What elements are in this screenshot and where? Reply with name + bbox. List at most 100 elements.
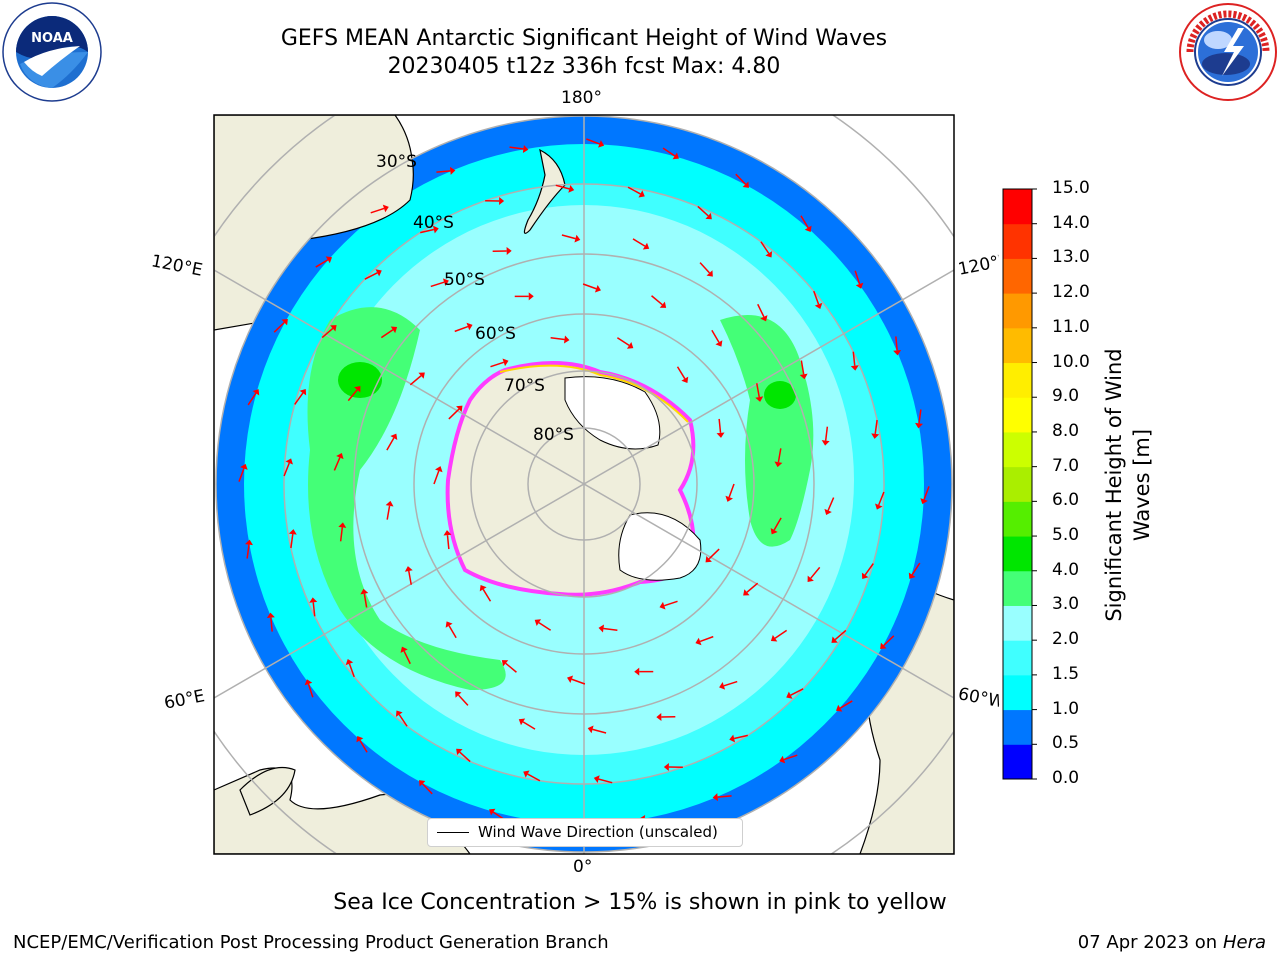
wind-arrow-shaft [810, 566, 821, 579]
wind-arrow-shaft [852, 351, 856, 366]
wind-arrow-head [831, 636, 838, 643]
footer-date: 07 Apr 2023 on Hera [1078, 932, 1266, 953]
lat-label-60s: 60°S [475, 324, 516, 344]
wind-arrow-shaft [746, 582, 759, 593]
wind-arrow-shaft [457, 694, 469, 706]
colorbar-segment [1003, 362, 1032, 398]
wind-arrow-shaft [864, 563, 874, 576]
wind-arrow-shaft [923, 486, 930, 500]
colorbar-segment [1003, 397, 1032, 433]
wind-arrow-head [479, 585, 487, 592]
wind-arrow-head [489, 808, 496, 816]
wind-arrow-shaft [728, 483, 735, 498]
colorbar-tick-label: 9.0 [1052, 386, 1080, 407]
wind-arrow-shaft [735, 173, 747, 185]
wind-arrow-shaft [490, 361, 504, 368]
colorbar-title: Significant Height of Wind Waves [m] [1102, 348, 1154, 622]
wind-arrow-head [835, 704, 843, 712]
wind-arrow-shaft [436, 170, 451, 173]
wind-arrow-shaft [561, 234, 576, 240]
wind-arrow-head [656, 713, 662, 722]
lon-label-0: 0° [573, 857, 593, 877]
wind-arrow-head [419, 780, 426, 787]
land-new-zealand [523, 148, 566, 234]
wind-arrow-head [824, 508, 832, 516]
wind-arrow-shaft [430, 281, 445, 288]
wind-arrow-head [719, 682, 726, 690]
wind-arrow-head [765, 251, 773, 258]
wind-arrow-shaft [756, 383, 760, 398]
wind-arrow-head [390, 326, 398, 334]
wind-arrow-head [354, 385, 361, 393]
colorbar-tick-label: 13.0 [1052, 247, 1090, 268]
wind-arrow-head [455, 691, 462, 698]
wind-arrow-head [375, 269, 382, 277]
wind-arrow-shaft [773, 517, 782, 531]
lat-label-70s: 70°S [504, 376, 545, 396]
colorbar-tick-label: 1.0 [1052, 698, 1080, 719]
wind-arrow-head [522, 145, 529, 153]
wind-arrow-shaft [616, 337, 630, 346]
legend: Wind Wave Direction (unscaled) [427, 818, 743, 847]
colorbar-tick-label: 5.0 [1052, 525, 1080, 546]
wind-arrow-shaft [339, 527, 344, 542]
legend-line-swatch [437, 832, 469, 833]
wind-arrow-shaft [370, 207, 385, 214]
wind-arrow-head [742, 181, 749, 188]
wind-arrow-shaft [662, 147, 676, 157]
wind-arrow-head [400, 646, 408, 653]
land-madagascar [239, 766, 296, 816]
wind-arrow-head [659, 301, 667, 308]
colorbar-segment [1003, 605, 1032, 641]
wind-arrow-head [299, 388, 307, 396]
wind-arrow-head [442, 278, 449, 286]
wind-arrow-head [330, 325, 337, 332]
colorbar-frame [1002, 188, 1033, 780]
colorbar-tick-label: 8.0 [1052, 420, 1080, 441]
wind-arrow-head [638, 190, 645, 198]
wind-arrow-head [240, 463, 248, 470]
wind-arrow-shaft [403, 650, 411, 665]
lat-label-80s: 80°S [533, 425, 574, 445]
colorbar-segment [1003, 501, 1032, 537]
wind-arrow-shaft [555, 184, 570, 190]
wind-arrow-shaft [883, 635, 895, 647]
colorbar [1002, 188, 1037, 780]
colorbar-segment [1003, 466, 1032, 502]
wind-arrow-shaft [800, 215, 809, 229]
wind-arrow-shaft [592, 728, 607, 734]
colorbar-tick-label: 14.0 [1052, 212, 1090, 233]
svg-text:NOAA: NOAA [31, 31, 73, 46]
wind-arrow-shaft [459, 751, 471, 763]
wind-arrow-shaft [760, 241, 770, 254]
wind-arrow-shaft [246, 544, 250, 559]
wind-arrow-head [309, 597, 318, 603]
wind-arrow-head [466, 322, 473, 331]
colorbar-segment [1003, 223, 1032, 259]
colorbar-segment [1003, 327, 1032, 364]
wind-arrow-head [568, 185, 575, 193]
wind-arrow-shaft [697, 205, 709, 217]
wind-arrow-shaft [359, 739, 368, 753]
colorbar-tick-label: 3.0 [1052, 594, 1080, 615]
wind-arrow-shaft [363, 593, 368, 608]
wind-arrow-head [871, 433, 880, 439]
wind-arrow-shaft [283, 462, 290, 477]
wind-arrow-head [574, 234, 581, 243]
wind-arrow-shaft [834, 629, 847, 641]
wind-arrow-head [325, 256, 333, 264]
wind-arrow-shaft [800, 360, 805, 375]
wind-arrow-head [706, 270, 713, 277]
wind-arrow-head [245, 539, 253, 546]
wind-arrow-shaft [676, 366, 686, 380]
colorbar-tick-label: 6.0 [1052, 490, 1080, 511]
wind-arrow-head [285, 458, 293, 465]
wind-arrow-head [672, 152, 679, 160]
wind-arrow-shaft [603, 627, 618, 631]
wind-arrow-head [385, 500, 394, 507]
wind-arrow-head [725, 495, 733, 502]
wind-arrow-shaft [238, 468, 245, 482]
wind-arrow-shaft [718, 418, 722, 433]
colorbar-segment [1003, 744, 1032, 780]
